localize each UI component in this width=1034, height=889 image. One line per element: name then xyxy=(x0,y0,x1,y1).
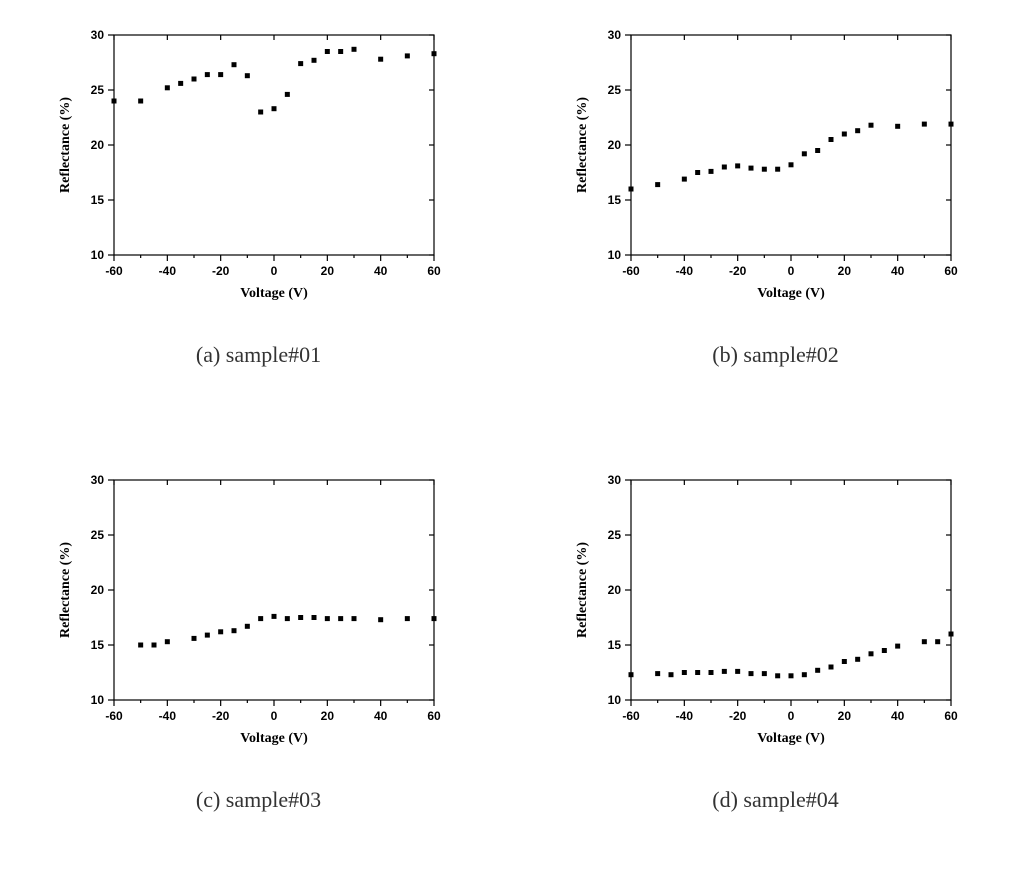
svg-text:25: 25 xyxy=(607,83,621,97)
chart-a: -60 -40 -20 0 20 40 60 10 15 20 25 30 Voltage (V) Ref… xyxy=(44,20,474,320)
svg-text:30: 30 xyxy=(607,28,621,42)
svg-text:25: 25 xyxy=(607,528,621,542)
svg-text:-20: -20 xyxy=(728,709,746,723)
svg-text:-40: -40 xyxy=(675,264,693,278)
svg-text:20: 20 xyxy=(607,138,621,152)
svg-text:Voltage (V): Voltage (V) xyxy=(240,731,308,746)
svg-text:-20: -20 xyxy=(728,264,746,278)
svg-text:10: 10 xyxy=(90,248,104,262)
svg-text:0: 0 xyxy=(270,709,277,723)
svg-text:-40: -40 xyxy=(675,709,693,723)
svg-text:Voltage (V): Voltage (V) xyxy=(240,286,308,301)
chart-c: -60 -40 -20 0 20 40 60 10 15 20 25 30 Voltage (V) Ref… xyxy=(44,465,474,765)
svg-text:25: 25 xyxy=(90,528,104,542)
panel-a: -60 -40 -20 0 20 40 60 10 15 20 25 30 Voltage (V) Ref… xyxy=(0,0,517,445)
svg-text:Voltage (V): Voltage (V) xyxy=(757,731,825,746)
svg-text:20: 20 xyxy=(607,583,621,597)
svg-text:20: 20 xyxy=(320,264,334,278)
svg-text:30: 30 xyxy=(90,28,104,42)
svg-text:-60: -60 xyxy=(622,264,640,278)
svg-text:15: 15 xyxy=(90,638,104,652)
svg-text:30: 30 xyxy=(607,473,621,487)
svg-text:30: 30 xyxy=(90,473,104,487)
svg-text:-60: -60 xyxy=(105,264,123,278)
svg-text:-60: -60 xyxy=(105,709,123,723)
svg-text:-20: -20 xyxy=(211,264,229,278)
caption-d: (d) sample#04 xyxy=(712,787,838,813)
svg-text:Reflectance (%): Reflectance (%) xyxy=(575,541,590,637)
svg-text:60: 60 xyxy=(944,709,958,723)
svg-text:25: 25 xyxy=(90,83,104,97)
svg-text:20: 20 xyxy=(837,264,851,278)
panel-d: -60 -40 -20 0 20 40 60 10 15 20 25 30 Voltage (V) Ref… xyxy=(517,445,1034,889)
svg-text:0: 0 xyxy=(787,264,794,278)
svg-text:20: 20 xyxy=(837,709,851,723)
svg-text:60: 60 xyxy=(944,264,958,278)
svg-text:Reflectance (%): Reflectance (%) xyxy=(58,541,73,637)
svg-text:20: 20 xyxy=(320,709,334,723)
chart-b: -60 -40 -20 0 20 40 60 10 15 20 25 30 Voltage (V) Ref… xyxy=(561,20,991,320)
svg-text:0: 0 xyxy=(270,264,277,278)
svg-text:-40: -40 xyxy=(158,264,176,278)
svg-text:40: 40 xyxy=(890,709,904,723)
svg-text:20: 20 xyxy=(90,138,104,152)
panel-b: -60 -40 -20 0 20 40 60 10 15 20 25 30 Voltage (V) Ref… xyxy=(517,0,1034,445)
svg-text:60: 60 xyxy=(427,264,441,278)
svg-text:15: 15 xyxy=(607,638,621,652)
svg-text:-40: -40 xyxy=(158,709,176,723)
svg-text:Reflectance (%): Reflectance (%) xyxy=(575,97,590,193)
svg-text:-60: -60 xyxy=(622,709,640,723)
chart-d: -60 -40 -20 0 20 40 60 10 15 20 25 30 Voltage (V) Ref… xyxy=(561,465,991,765)
svg-text:60: 60 xyxy=(427,709,441,723)
svg-text:40: 40 xyxy=(890,264,904,278)
svg-text:15: 15 xyxy=(90,193,104,207)
svg-text:10: 10 xyxy=(607,248,621,262)
panel-grid: -60 -40 -20 0 20 40 60 10 15 20 25 30 Voltage (V) Ref… xyxy=(0,0,1034,889)
svg-text:40: 40 xyxy=(373,709,387,723)
caption-b: (b) sample#02 xyxy=(712,342,838,368)
svg-text:0: 0 xyxy=(787,709,794,723)
svg-text:-20: -20 xyxy=(211,709,229,723)
svg-text:20: 20 xyxy=(90,583,104,597)
caption-c: (c) sample#03 xyxy=(196,787,321,813)
svg-text:40: 40 xyxy=(373,264,387,278)
svg-text:Reflectance (%): Reflectance (%) xyxy=(58,97,73,193)
svg-text:10: 10 xyxy=(607,693,621,707)
panel-c: -60 -40 -20 0 20 40 60 10 15 20 25 30 Voltage (V) Ref… xyxy=(0,445,517,889)
svg-text:Voltage (V): Voltage (V) xyxy=(757,286,825,301)
svg-text:15: 15 xyxy=(607,193,621,207)
svg-text:10: 10 xyxy=(90,693,104,707)
caption-a: (a) sample#01 xyxy=(196,342,321,368)
